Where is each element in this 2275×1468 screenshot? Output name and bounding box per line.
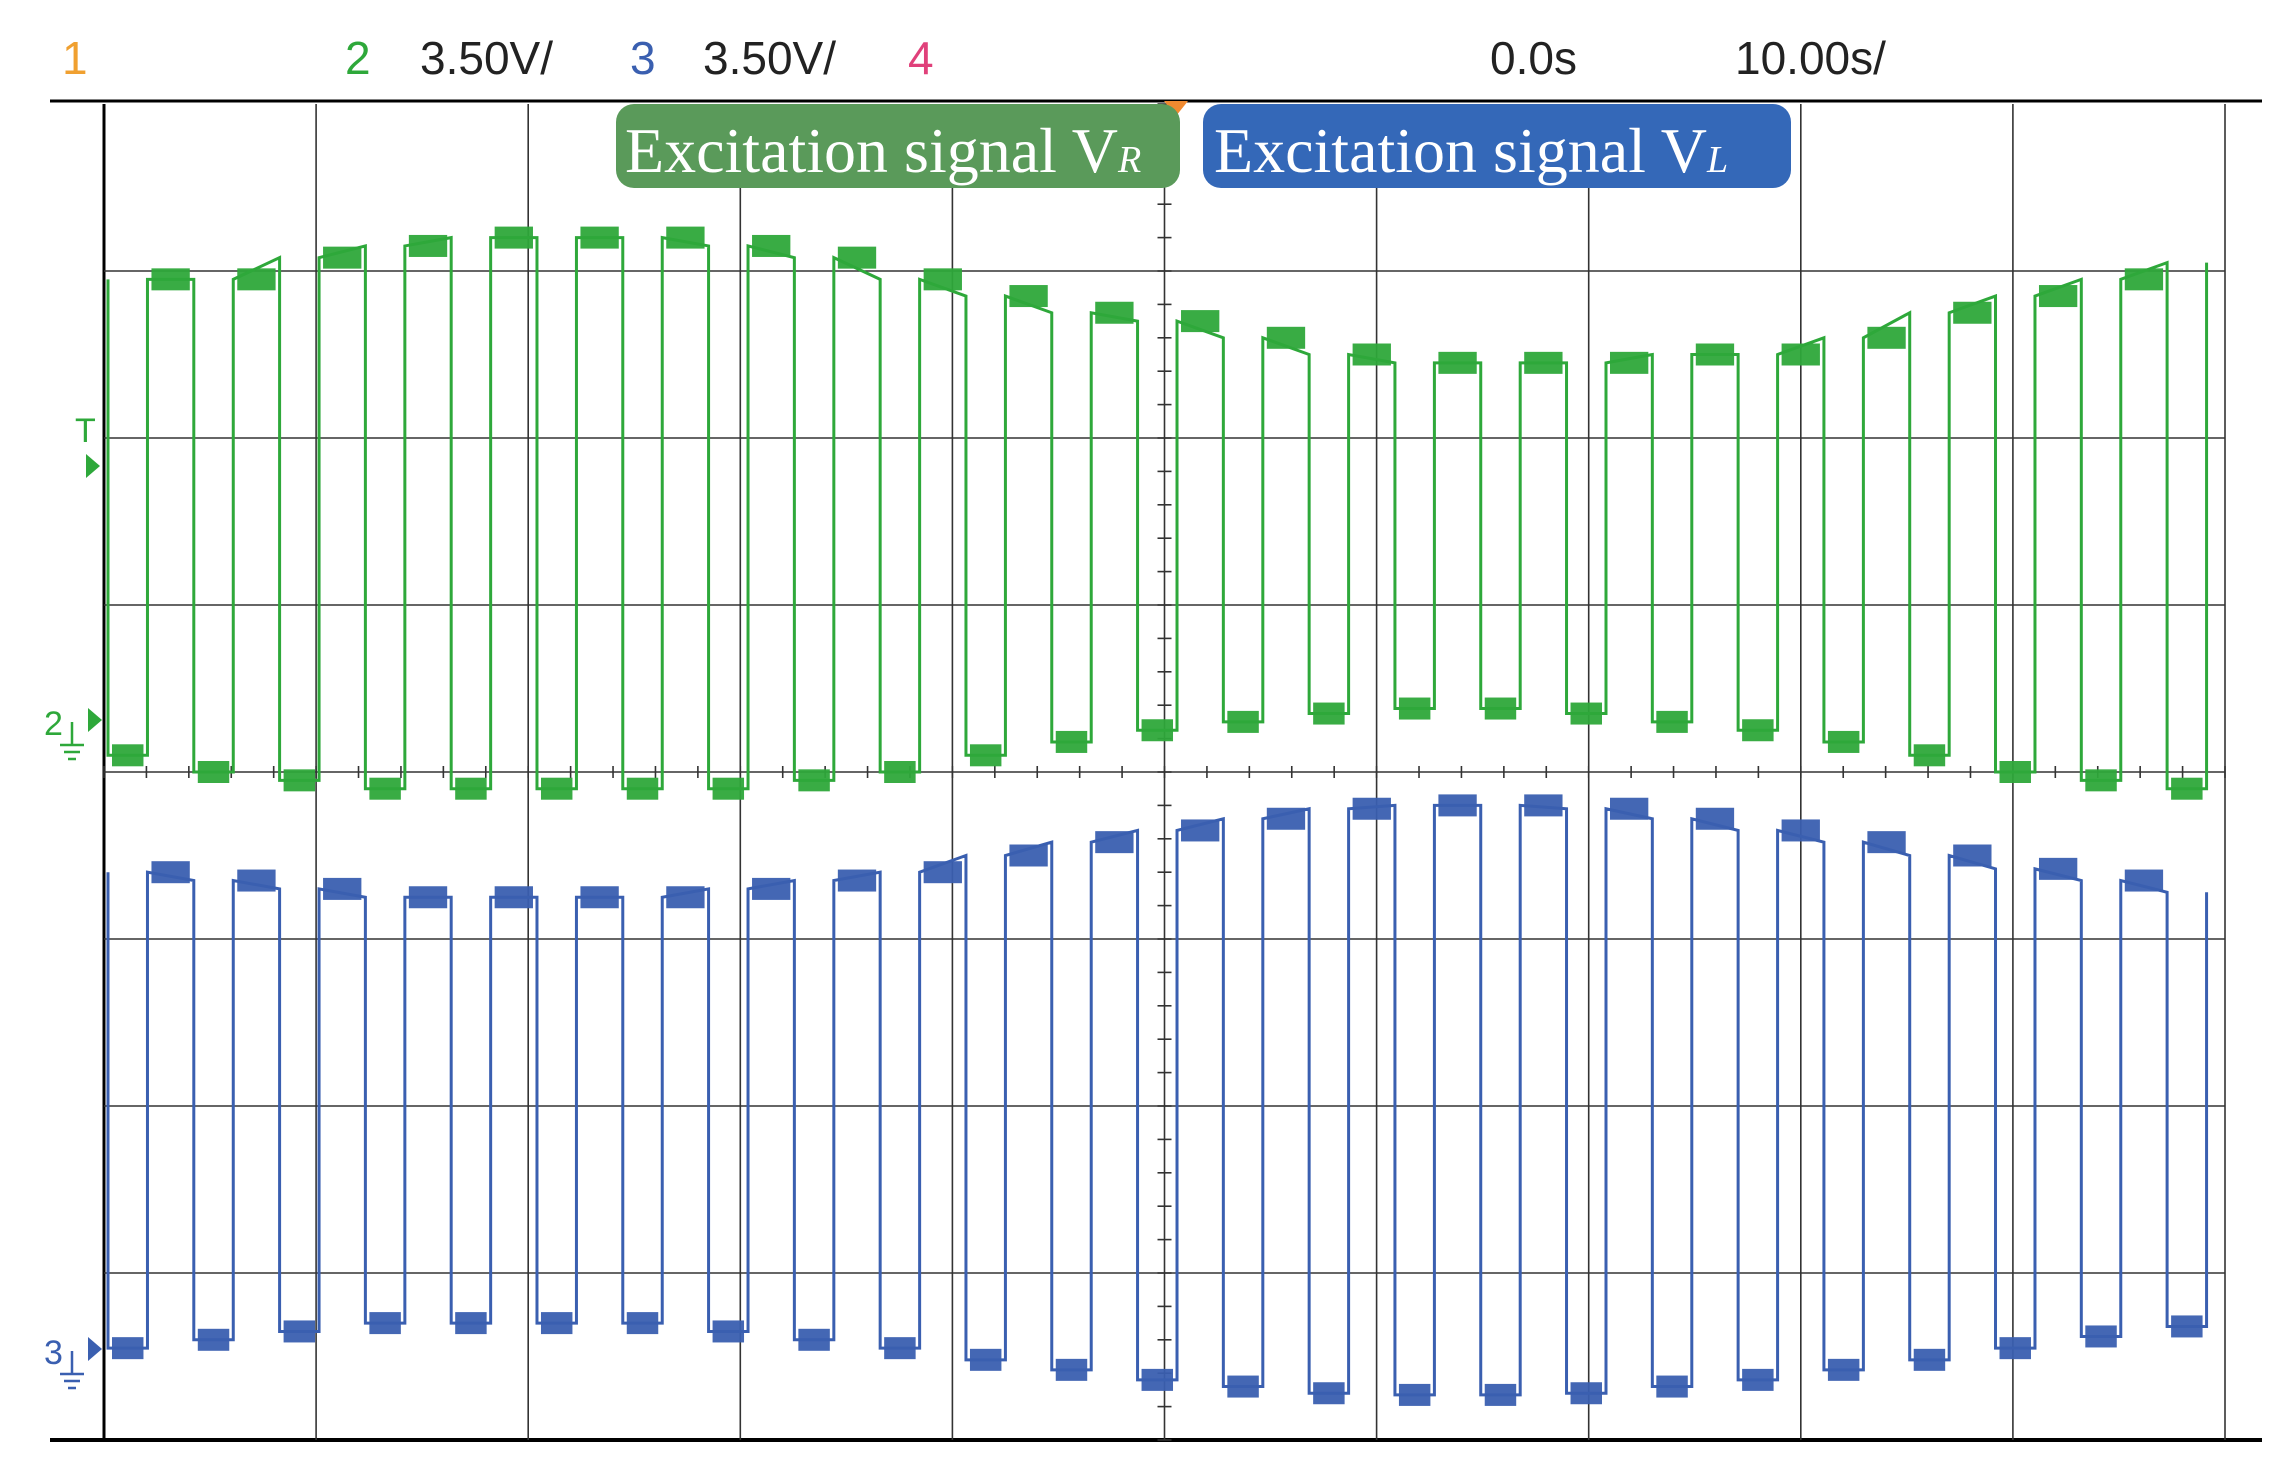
- legend-tag-vl: [1203, 104, 1791, 188]
- level-segment: [752, 234, 791, 257]
- waveforms: [106, 226, 2209, 1406]
- channel-3-ground-marker: 3: [44, 1334, 102, 1390]
- waveform-line: [106, 803, 2209, 1397]
- level-segment: [1609, 797, 1649, 820]
- ground-icon: [60, 722, 84, 761]
- level-segment: [2124, 869, 2164, 892]
- channel-3-label: 3: [630, 32, 656, 84]
- legend-label-vl: Excitation signal VL: [1214, 115, 1728, 186]
- trigger-level-marker: T: [75, 412, 100, 478]
- level-segment: [1867, 326, 1906, 349]
- channel-2-label: 2: [345, 32, 371, 84]
- series-vl: [106, 794, 2209, 1406]
- channel-3-ground-label: 3: [44, 1334, 63, 1372]
- ground-icon: [60, 1351, 84, 1390]
- legend-excitation-signal-vr: Excitation signal VR: [616, 104, 1180, 188]
- series-vr: [106, 226, 2209, 800]
- level-segment: [237, 268, 276, 291]
- level-segment: [1953, 844, 1992, 867]
- trigger-position-marker: [1164, 101, 1188, 116]
- level-segment: [1695, 807, 1735, 830]
- time-offset: 0.0s: [1490, 32, 1577, 84]
- channel-4-label: 4: [908, 32, 934, 84]
- level-segment: [1867, 831, 1906, 854]
- level-segment: [323, 246, 362, 269]
- legend-tag-vr: [616, 104, 1180, 188]
- trigger-marker-label: T: [75, 412, 96, 450]
- trigger-arrow-icon: [86, 454, 100, 478]
- level-segment: [1524, 794, 1563, 817]
- ground-arrow-icon: [88, 1337, 102, 1361]
- channel-1-label: 1: [62, 32, 88, 84]
- waveform-line: [106, 235, 2209, 791]
- channel-3-scale: 3.50V/: [703, 32, 836, 84]
- channel-2-ground-label: 2: [44, 705, 63, 743]
- level-segment: [1181, 819, 1220, 842]
- level-segment: [837, 246, 877, 269]
- level-segment: [1352, 797, 1391, 820]
- channel-2-scale: 3.50V/: [420, 32, 553, 84]
- level-segment: [1009, 844, 1048, 867]
- channel-2-ground-marker: 2: [44, 705, 102, 761]
- legend-label-vr: Excitation signal VR: [625, 115, 1141, 186]
- level-segment: [1781, 819, 1820, 842]
- level-segment: [1266, 807, 1306, 830]
- grid: [102, 103, 2226, 1441]
- time-scale: 10.00s/: [1735, 32, 1886, 84]
- ground-arrow-icon: [88, 708, 102, 732]
- level-segment: [2038, 857, 2078, 880]
- legend-excitation-signal-vl: Excitation signal VL: [1203, 104, 1791, 188]
- level-segment: [1095, 831, 1134, 854]
